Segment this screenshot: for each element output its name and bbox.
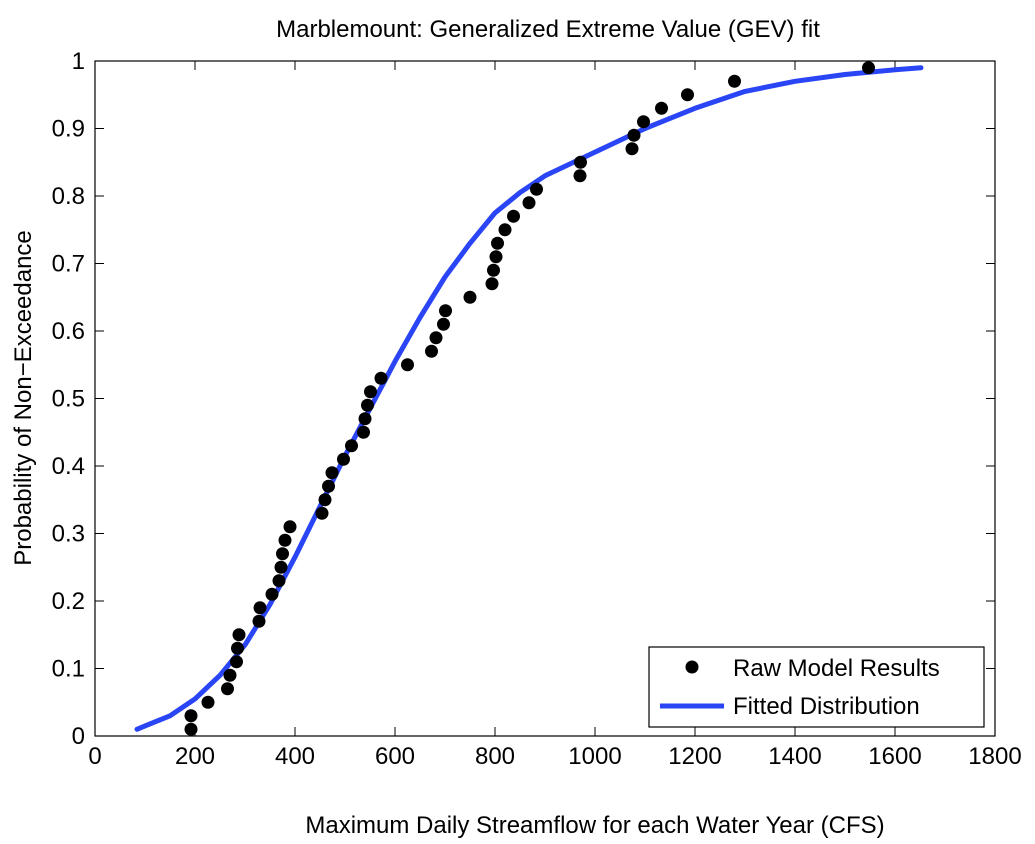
- raw-result-point: [201, 695, 215, 709]
- raw-result-point: [374, 371, 388, 385]
- raw-result-point: [574, 155, 587, 169]
- raw-result-point: [232, 628, 246, 642]
- raw-result-point: [276, 547, 289, 561]
- raw-result-point: [252, 614, 266, 628]
- raw-result-point: [862, 61, 875, 75]
- raw-result-point: [265, 587, 279, 601]
- raw-result-point: [425, 344, 438, 358]
- x-tick-label: 400: [275, 743, 315, 770]
- raw-result-point: [274, 560, 288, 574]
- legend-marker-raw: [685, 660, 699, 674]
- raw-result-point: [728, 74, 741, 88]
- raw-result-point: [325, 466, 339, 480]
- x-tick-label: 1800: [968, 743, 1021, 770]
- legend-label-fit: Fitted Distribution: [733, 693, 920, 720]
- raw-result-point: [231, 641, 244, 655]
- raw-result-point: [223, 668, 237, 682]
- raw-result-point: [315, 506, 329, 520]
- y-tick-label: 0: [72, 723, 85, 750]
- legend-label-raw: Raw Model Results: [733, 655, 940, 682]
- y-tick-label: 0.1: [52, 656, 85, 683]
- raw-result-point: [253, 601, 267, 615]
- x-tick-label: 600: [375, 743, 415, 770]
- raw-result-point: [184, 722, 198, 736]
- y-tick-label: 0.8: [52, 183, 85, 210]
- y-tick-label: 0.9: [52, 116, 85, 143]
- raw-result-point: [681, 88, 694, 102]
- x-tick-label: 0: [88, 743, 101, 770]
- x-axis-label: Maximum Daily Streamflow for each Water …: [305, 812, 884, 839]
- chart-title: Marblemount: Generalized Extreme Value (…: [276, 16, 820, 43]
- y-tick-label: 0.2: [52, 588, 85, 615]
- raw-result-point: [401, 358, 414, 372]
- raw-result-point: [230, 655, 243, 669]
- axes-frame: [94, 60, 996, 737]
- raw-result-point: [655, 101, 668, 115]
- raw-result-point: [357, 425, 370, 439]
- raw-result-point: [437, 317, 450, 331]
- x-tick-label: 1400: [768, 743, 821, 770]
- raw-result-point: [627, 128, 641, 142]
- y-tick-label: 0.3: [52, 521, 85, 548]
- raw-result-point: [489, 250, 503, 264]
- raw-result-point: [318, 493, 332, 507]
- legend: Raw Model Results Fitted Distribution: [648, 646, 985, 728]
- x-tick-label: 800: [475, 743, 515, 770]
- raw-result-point: [358, 412, 372, 426]
- raw-result-point: [272, 574, 286, 588]
- raw-result-point: [573, 169, 587, 183]
- raw-result-point: [283, 520, 297, 534]
- raw-result-point: [491, 236, 504, 250]
- y-tick-label: 0.4: [52, 453, 85, 480]
- x-tick-label: 1600: [868, 743, 921, 770]
- raw-result-point: [487, 263, 500, 277]
- raw-result-point: [522, 196, 536, 210]
- raw-result-point: [498, 223, 512, 237]
- raw-result-point: [278, 533, 292, 547]
- raw-result-point: [364, 385, 377, 399]
- y-axis-label: Probability of Non−Exceedance: [10, 230, 37, 566]
- raw-result-point: [485, 277, 499, 291]
- raw-result-point: [345, 439, 358, 453]
- raw-result-point: [322, 479, 335, 493]
- y-tick-label: 0.7: [52, 251, 85, 278]
- raw-result-point: [184, 709, 198, 723]
- y-tick-label: 0.6: [52, 318, 85, 345]
- raw-result-point: [337, 452, 350, 466]
- raw-result-point: [637, 115, 650, 129]
- y-tick-label: 0.5: [52, 386, 85, 413]
- plot-area: 0 200 400 600 800 1000 1200 1400 1600 1800 0 0.1 0.2…: [52, 48, 1022, 770]
- raw-result-point: [463, 290, 477, 304]
- raw-result-point: [439, 304, 452, 318]
- raw-result-point: [625, 142, 639, 156]
- legend-box: [648, 646, 985, 728]
- raw-result-point: [530, 182, 543, 196]
- raw-result-point: [221, 682, 234, 696]
- x-tick-label: 200: [175, 743, 215, 770]
- x-tick-label: 1000: [568, 743, 621, 770]
- y-tick-label: 1: [72, 48, 85, 75]
- raw-result-point: [361, 398, 374, 412]
- fitted-distribution-line: [134, 65, 924, 732]
- raw-result-point: [429, 331, 443, 345]
- raw-result-point: [507, 209, 520, 223]
- x-tick-label: 1200: [668, 743, 721, 770]
